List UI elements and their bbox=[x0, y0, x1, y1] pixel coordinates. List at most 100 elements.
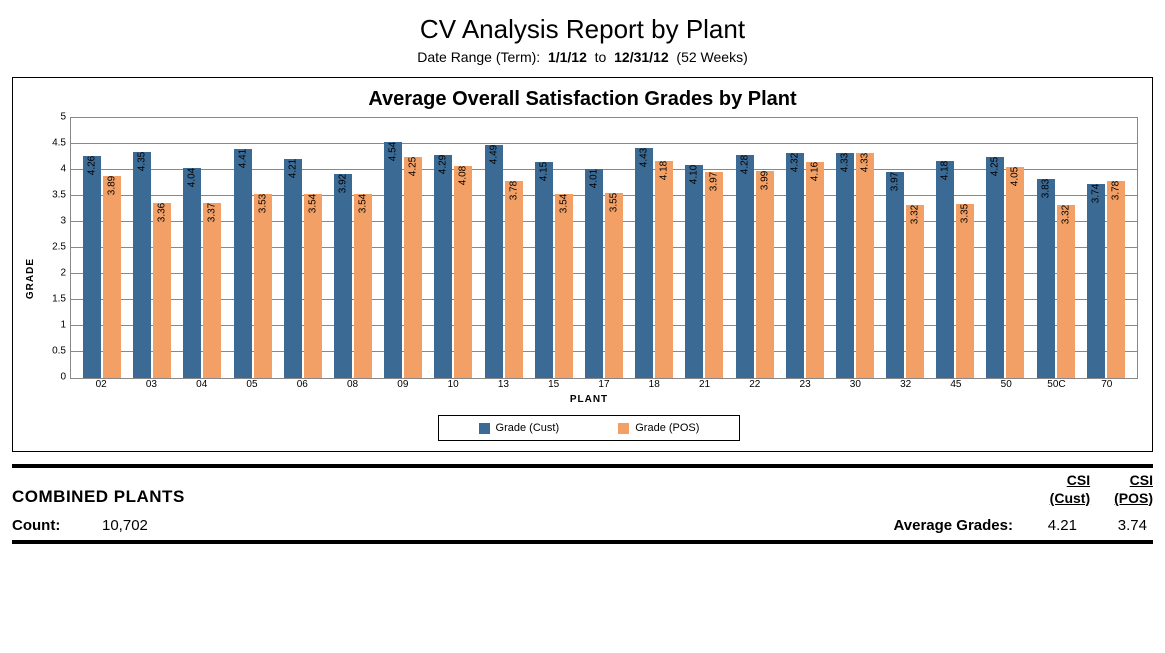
bar-pos: 3.36 bbox=[153, 203, 171, 378]
bar-cust: 4.01 bbox=[585, 169, 603, 378]
bar-pos: 3.97 bbox=[705, 172, 723, 378]
xtick-label: 45 bbox=[931, 379, 981, 390]
bar-value-label: 3.53 bbox=[257, 194, 268, 213]
bar-group: 3.83 3.32 bbox=[1031, 179, 1081, 378]
bar-cust: 4.10 bbox=[685, 165, 703, 378]
bar-group: 3.97 3.32 bbox=[880, 172, 930, 378]
xtick-label: 30 bbox=[830, 379, 880, 390]
chart-title: Average Overall Satisfaction Grades by P… bbox=[23, 88, 1142, 111]
summary-values-row: Count: 10,702 Average Grades: 4.21 3.74 bbox=[12, 517, 1153, 534]
bar-value-label: 4.54 bbox=[388, 142, 399, 161]
date-weeks: (52 Weeks) bbox=[676, 49, 747, 65]
yaxis-title: GRADE bbox=[23, 258, 36, 299]
bar-value-label: 4.10 bbox=[689, 165, 700, 184]
xtick-label: 10 bbox=[428, 379, 478, 390]
xticks: 0203040506080910131517182122233032455050… bbox=[70, 379, 1138, 390]
bar-value-label: 4.25 bbox=[990, 157, 1001, 176]
ytick-label: 0 bbox=[60, 372, 66, 383]
legend-label-cust: Grade (Cust) bbox=[496, 422, 560, 434]
bar-pos: 3.32 bbox=[1057, 205, 1075, 378]
chart-legend: Grade (Cust) Grade (POS) bbox=[438, 415, 740, 441]
chart-container: Average Overall Satisfaction Grades by P… bbox=[12, 77, 1153, 452]
legend-item-cust: Grade (Cust) bbox=[479, 422, 560, 434]
bar-cust: 3.92 bbox=[334, 174, 352, 378]
chart-plot: 4.26 3.89 4.35 3.36 4.04 3.37 4.41 3.53 4.213.54… bbox=[70, 117, 1138, 379]
bar-pos: 3.99 bbox=[756, 171, 774, 378]
avg-cust-value: 4.21 bbox=[1013, 517, 1083, 534]
bar-value-label: 4.28 bbox=[739, 155, 750, 174]
bar-value-label: 3.78 bbox=[508, 181, 519, 200]
xtick-label: 09 bbox=[378, 379, 428, 390]
bar-cust: 4.41 bbox=[234, 149, 252, 378]
ytick-label: 3.5 bbox=[52, 190, 66, 201]
bar-value-label: 3.92 bbox=[338, 174, 349, 193]
bar-pos: 4.05 bbox=[1006, 167, 1024, 378]
summary-header-row: COMBINED PLANTS CSI(Cust) CSI(POS) bbox=[12, 472, 1153, 507]
bar-value-label: 3.32 bbox=[910, 205, 921, 224]
xaxis-title: PLANT bbox=[36, 394, 1142, 405]
count-value: 10,702 bbox=[102, 517, 242, 534]
bar-cust: 4.25 bbox=[986, 157, 1004, 378]
bar-value-label: 4.43 bbox=[639, 147, 650, 166]
xtick-label: 08 bbox=[327, 379, 377, 390]
bar-value-label: 3.83 bbox=[1040, 179, 1051, 198]
bar-pos: 4.16 bbox=[806, 162, 824, 378]
bar-value-label: 3.54 bbox=[558, 194, 569, 213]
bar-group: 4.18 3.35 bbox=[930, 161, 980, 378]
bar-value-label: 3.37 bbox=[207, 203, 218, 222]
xtick-label: 05 bbox=[227, 379, 277, 390]
csi-cust-header: CSI(Cust) bbox=[1050, 472, 1090, 507]
bar-group: 4.213.54 bbox=[278, 159, 328, 378]
bar-cust: 4.04 bbox=[183, 168, 201, 378]
combined-plants-heading: COMBINED PLANTS bbox=[12, 487, 1002, 507]
bar-cust: 4.33 bbox=[836, 153, 854, 378]
bar-value-label: 3.74 bbox=[1090, 183, 1101, 202]
bar-value-label: 3.99 bbox=[759, 170, 770, 189]
ytick-labels: 00.511.522.533.544.55 bbox=[36, 117, 68, 377]
bar-cust: 4.32 bbox=[786, 153, 804, 378]
bar-value-label: 4.16 bbox=[809, 161, 820, 180]
bar-group: 3.74 3.78 bbox=[1081, 181, 1131, 378]
bar-value-label: 4.08 bbox=[458, 166, 469, 185]
bar-value-label: 4.26 bbox=[87, 156, 98, 175]
bar-cust: 4.35 bbox=[133, 152, 151, 378]
bar-value-label: 4.05 bbox=[1010, 167, 1021, 186]
bar-value-label: 3.89 bbox=[107, 176, 118, 195]
xtick-label: 18 bbox=[629, 379, 679, 390]
bar-pos: 3.32 bbox=[906, 205, 924, 378]
bar-value-label: 4.29 bbox=[438, 155, 449, 174]
bar-group: 4.32 4.16 bbox=[780, 153, 830, 378]
bar-value-label: 3.54 bbox=[358, 194, 369, 213]
bar-value-label: 3.35 bbox=[960, 204, 971, 223]
xtick-label: 15 bbox=[529, 379, 579, 390]
bar-group: 4.334.33 bbox=[830, 153, 880, 378]
bar-value-label: 4.35 bbox=[137, 152, 148, 171]
bar-value-label: 3.97 bbox=[709, 171, 720, 190]
bar-value-label: 3.32 bbox=[1060, 205, 1071, 224]
xtick-label: 50 bbox=[981, 379, 1031, 390]
bar-value-label: 3.55 bbox=[608, 193, 619, 212]
ytick-label: 2 bbox=[60, 268, 66, 279]
report-title: CV Analysis Report by Plant bbox=[12, 14, 1153, 45]
bar-pos: 3.35 bbox=[956, 204, 974, 378]
xtick-label: 50C bbox=[1031, 379, 1081, 390]
bar-value-label: 3.97 bbox=[890, 171, 901, 190]
bar-cust: 3.83 bbox=[1037, 179, 1055, 378]
xtick-label: 03 bbox=[126, 379, 176, 390]
bar-value-label: 3.78 bbox=[1110, 181, 1121, 200]
bar-value-label: 4.15 bbox=[538, 162, 549, 181]
bar-value-label: 4.18 bbox=[940, 160, 951, 179]
bar-pos: 4.08 bbox=[454, 166, 472, 378]
bar-cust: 4.43 bbox=[635, 148, 653, 378]
bar-cust: 3.97 bbox=[886, 172, 904, 378]
ytick-label: 5 bbox=[60, 112, 66, 123]
ytick-label: 1.5 bbox=[52, 294, 66, 305]
bar-group: 4.01 3.55 bbox=[579, 169, 629, 378]
bar-pos: 3.54 bbox=[304, 194, 322, 378]
bar-group: 4.04 3.37 bbox=[177, 168, 227, 378]
bar-cust: 4.28 bbox=[736, 155, 754, 378]
bar-pos: 4.18 bbox=[655, 161, 673, 378]
legend-label-pos: Grade (POS) bbox=[635, 422, 699, 434]
count-label: Count: bbox=[12, 517, 102, 534]
bar-cust: 4.26 bbox=[83, 156, 101, 378]
